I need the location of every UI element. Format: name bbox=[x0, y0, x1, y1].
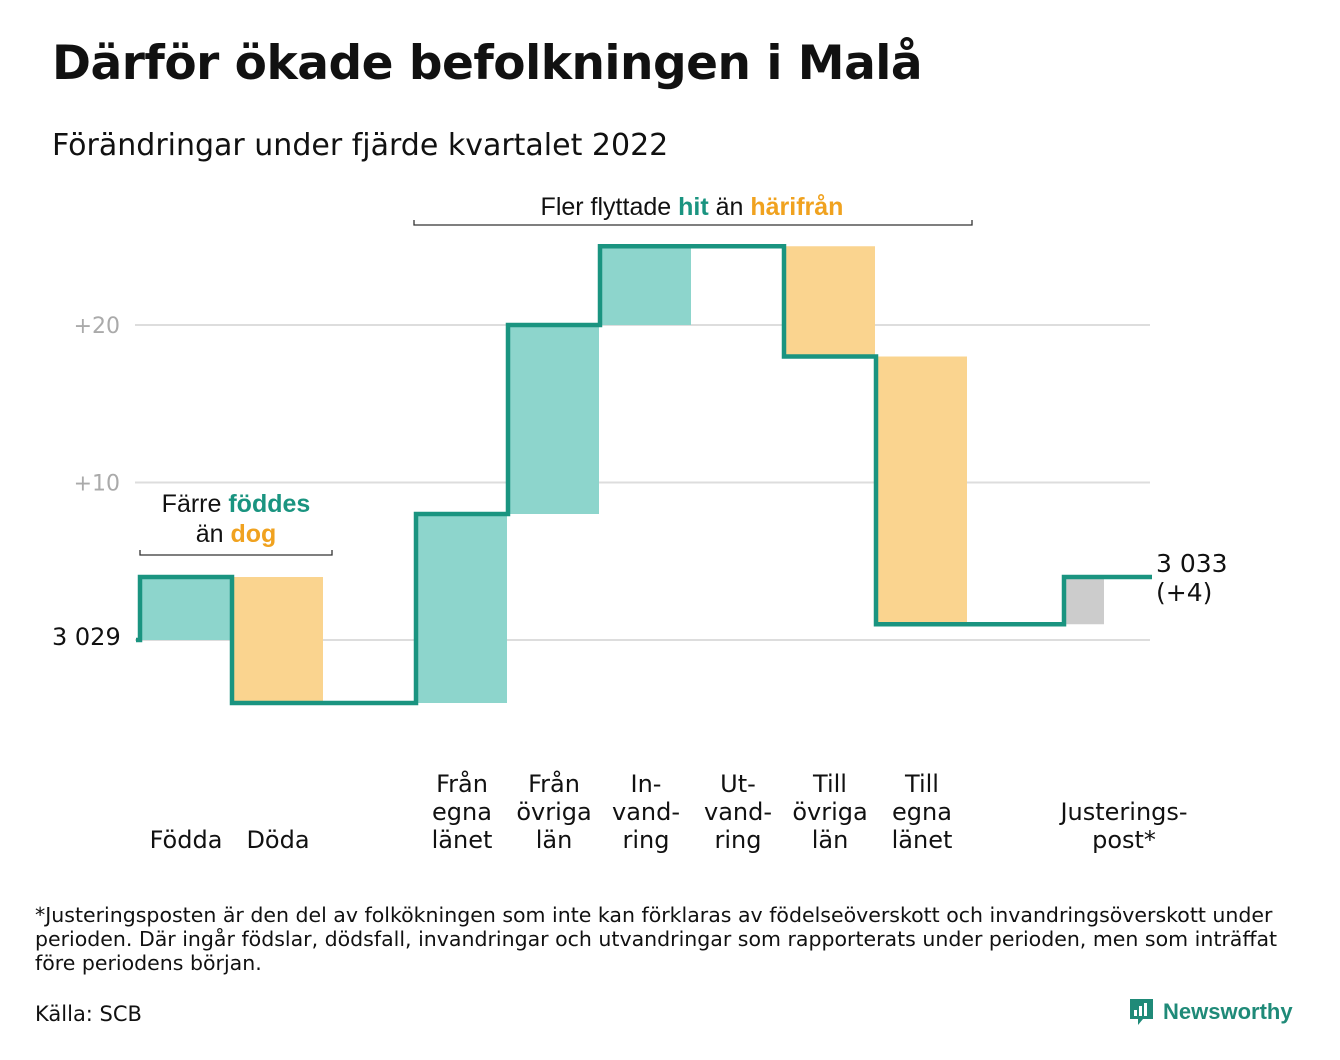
svg-text:än dog: än dog bbox=[196, 520, 277, 548]
category-label: län bbox=[536, 826, 573, 854]
annotation-highlight-teal: föddes bbox=[228, 490, 310, 518]
category-label: Från bbox=[436, 769, 488, 798]
waterfall-chart: +10+20 Födda DödaFrånegnalänetFrånövrigal… bbox=[52, 193, 1236, 854]
end-change: (+4) bbox=[1156, 578, 1212, 607]
births-deaths-annotation: Färre föddes än dog bbox=[139, 490, 333, 556]
cumulative-step-line bbox=[136, 244, 1152, 706]
annotation-highlight-orange: dog bbox=[230, 520, 276, 548]
category-label: egna bbox=[892, 798, 952, 826]
category-label: ring bbox=[623, 826, 670, 854]
bar-decrease bbox=[784, 246, 875, 357]
category-label: ring bbox=[715, 826, 762, 854]
bar-increase bbox=[600, 246, 691, 325]
category-label: Till bbox=[812, 770, 847, 798]
category-label: vand- bbox=[704, 798, 772, 826]
annotation-text: än bbox=[196, 520, 231, 548]
category-label: vand- bbox=[612, 798, 680, 826]
category-label: länet bbox=[432, 826, 493, 854]
chart-subtitle: Förändringar under fjärde kvartalet 2022 bbox=[52, 128, 669, 163]
bar-adjustment bbox=[1064, 577, 1104, 625]
category-label: Justerings- bbox=[1058, 798, 1187, 826]
category-label: länet bbox=[892, 826, 953, 854]
annotation-highlight-teal: hit bbox=[678, 193, 709, 221]
annotation-text: än bbox=[709, 193, 751, 221]
svg-text:Färre föddes: Färre föddes bbox=[162, 490, 311, 518]
bar-increase bbox=[416, 514, 507, 703]
start-value-label: 3 029 bbox=[52, 623, 121, 651]
y-tick-label: +10 bbox=[74, 472, 120, 497]
source: Källa: SCB bbox=[35, 1002, 142, 1026]
annotation-bracket bbox=[413, 220, 973, 226]
category-label: Födda bbox=[150, 826, 223, 854]
category-label: In- bbox=[631, 770, 662, 798]
y-tick-label: +20 bbox=[74, 314, 120, 339]
bars bbox=[140, 246, 1104, 703]
category-labels: Födda DödaFrånegnalänetFrånövrigalänIn-va… bbox=[150, 769, 1188, 854]
footnote: *Justeringsposten är den del av folkökni… bbox=[35, 903, 1278, 975]
category-label: Från bbox=[528, 769, 580, 798]
category-label: egna bbox=[432, 798, 492, 826]
annotation-text: Fler flyttade bbox=[541, 193, 679, 221]
bar-decrease bbox=[232, 577, 323, 703]
annotation-highlight-orange: härifrån bbox=[750, 193, 843, 221]
end-value-label: 3 033 (+4) bbox=[1156, 549, 1236, 607]
bar-increase bbox=[508, 325, 599, 514]
end-value: 3 033 bbox=[1156, 549, 1228, 578]
category-label: Till bbox=[904, 770, 939, 798]
category-label: övriga bbox=[516, 798, 591, 826]
annotation-text: Färre bbox=[162, 490, 229, 518]
bar-decrease bbox=[876, 356, 967, 625]
annotation-bracket bbox=[139, 550, 333, 556]
bar-increase bbox=[140, 577, 231, 640]
category-label: övriga bbox=[792, 798, 867, 826]
category-label: län bbox=[812, 826, 849, 854]
step-line bbox=[136, 244, 1152, 706]
chart-title: Därför ökade befolkningen i Malå bbox=[52, 36, 923, 91]
category-label: post* bbox=[1092, 826, 1156, 854]
category-label: Döda bbox=[246, 826, 309, 854]
migration-annotation: Fler flyttade hit än härifrån bbox=[413, 193, 973, 226]
category-label: Ut- bbox=[720, 770, 756, 798]
svg-text:Fler flyttade hit än härifrån: Fler flyttade hit än härifrån bbox=[541, 193, 844, 221]
newsworthy-logo-icon bbox=[1130, 999, 1153, 1025]
brand-logo: Newsworthy bbox=[1128, 997, 1293, 1027]
brand-name: Newsworthy bbox=[1163, 999, 1293, 1024]
